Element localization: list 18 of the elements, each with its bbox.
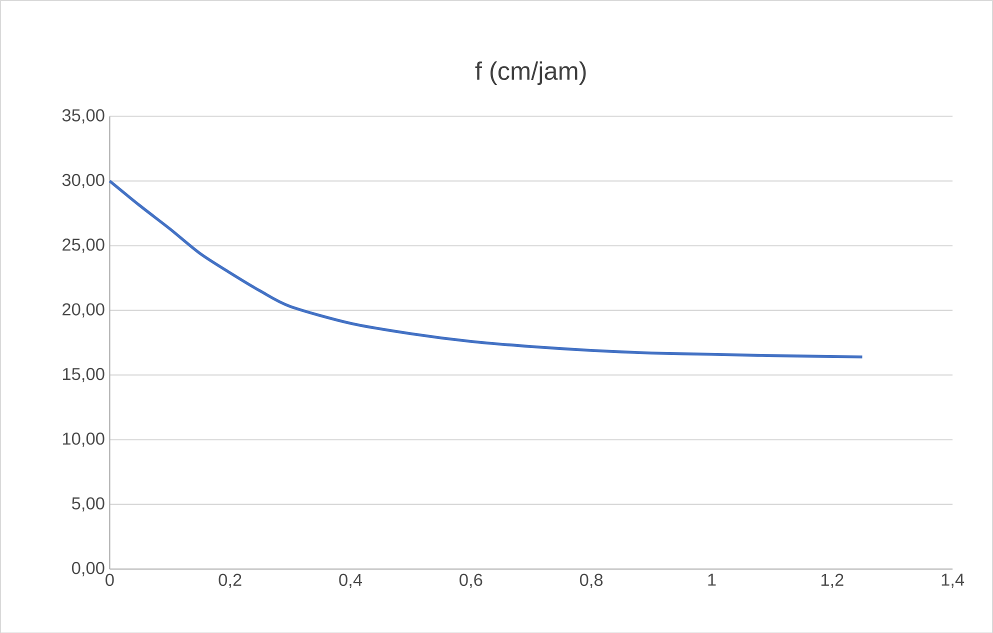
x-tick-label: 1,4 — [942, 574, 964, 588]
y-tick-label: 10,00 — [62, 432, 104, 447]
chart-title: f (cm/jam) — [475, 61, 586, 85]
x-tick-label: 0,8 — [580, 574, 603, 588]
y-tick-label: 30,00 — [62, 174, 104, 188]
y-tick-label: 20,00 — [62, 302, 104, 318]
x-tick-label: 1,2 — [821, 574, 844, 588]
y-tick-label: 25,00 — [62, 238, 104, 253]
x-tick-label: 0,6 — [460, 574, 482, 588]
y-tick-label: 35,00 — [62, 108, 104, 124]
y-tick-label: 15,00 — [62, 368, 104, 382]
y-tick-label: 5,00 — [72, 496, 104, 512]
x-tick-label: 0,2 — [218, 574, 242, 588]
line-series — [108, 179, 864, 358]
x-tick-label: 0,4 — [339, 574, 362, 588]
y-tick-label: 0,00 — [72, 562, 104, 576]
x-tick-label: 1 — [708, 574, 716, 586]
x-tick-label: 0 — [106, 574, 114, 586]
